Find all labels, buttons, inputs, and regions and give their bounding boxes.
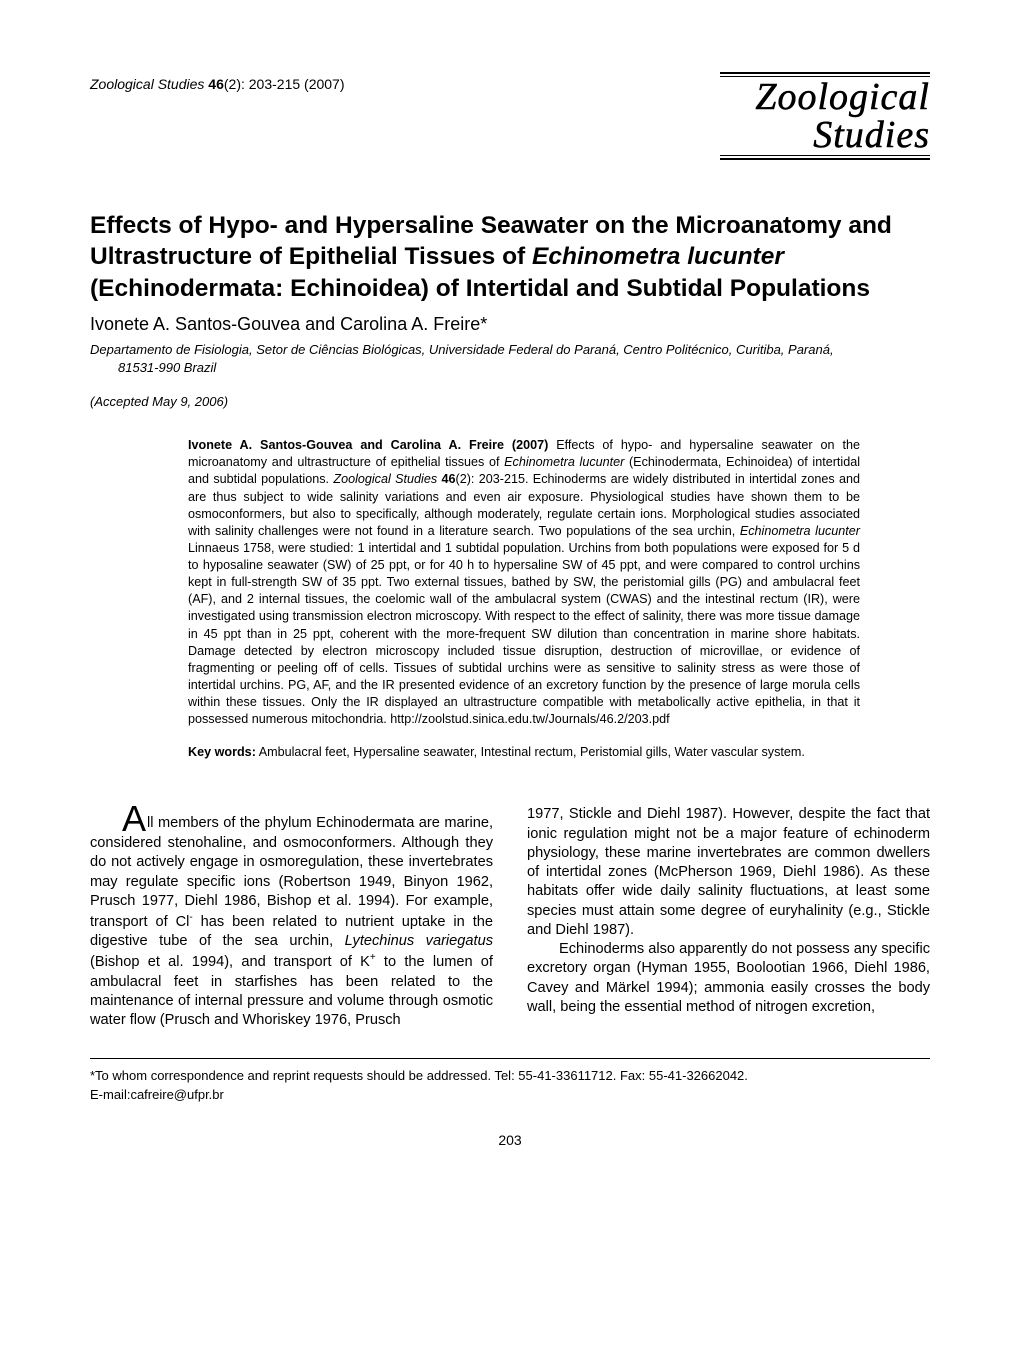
affiliation-line2: 81531-990 Brazil: [118, 359, 930, 377]
title-species: Echinometra lucunter: [532, 243, 784, 270]
keywords: Key words: Ambulacral feet, Hypersaline …: [188, 744, 860, 761]
abstract-seg: Linnaeus 1758, were studied: 1 intertida…: [188, 541, 860, 726]
species-name: Lytechinus variegatus: [345, 933, 493, 949]
article-title: Effects of Hypo- and Hypersaline Seawate…: [90, 210, 930, 304]
abstract-vol: 46: [437, 472, 455, 486]
footer-rule: [90, 1058, 930, 1059]
body-text: 1977, Stickle and Diehl 1987). However, …: [527, 806, 930, 938]
abstract-journal: Zoological Studies: [333, 472, 437, 486]
title-post: (Echinodermata: Echinoidea) of Intertida…: [90, 275, 870, 302]
authors: Ivonete A. Santos-Gouvea and Carolina A.…: [90, 314, 930, 335]
page-number: 203: [90, 1132, 930, 1148]
abstract-species: Echinometra lucunter: [504, 455, 624, 469]
body-paragraph: 1977, Stickle and Diehl 1987). However, …: [527, 805, 930, 940]
abstract: Ivonete A. Santos-Gouvea and Carolina A.…: [188, 437, 860, 728]
correspondence-line2: E-mail:cafreire@ufpr.br: [90, 1087, 224, 1102]
page-header: Zoological Studies 46(2): 203-215 (2007)…: [90, 70, 930, 162]
affiliation: Departamento de Fisiologia, Setor de Ciê…: [90, 341, 930, 376]
logo-rule: [720, 72, 930, 74]
body-text: Echinoderms also apparently do not posse…: [527, 941, 930, 1015]
keywords-text: Ambulacral feet, Hypersaline seawater, I…: [256, 745, 805, 759]
body-text: (Bishop et al. 1994), and transport of K: [90, 954, 370, 970]
body-paragraph: All members of the phylum Echinodermata …: [90, 805, 493, 1030]
correspondence-line1: *To whom correspondence and reprint requ…: [90, 1068, 748, 1083]
affiliation-line1: Departamento de Fisiologia, Setor de Ciê…: [90, 342, 834, 357]
journal-name: Zoological Studies: [90, 76, 204, 92]
body-columns: All members of the phylum Echinodermata …: [90, 805, 930, 1030]
footer: *To whom correspondence and reprint requ…: [90, 1058, 930, 1103]
column-right: 1977, Stickle and Diehl 1987). However, …: [527, 805, 930, 1030]
journal-issue-pages: (2): 203-215 (2007): [224, 76, 345, 92]
body-text: ll members of the phylum Echinodermata a…: [90, 815, 493, 930]
journal-citation: Zoological Studies 46(2): 203-215 (2007): [90, 70, 345, 92]
journal-logo: Zoological Studies: [720, 70, 930, 162]
abstract-head: Ivonete A. Santos-Gouvea and Carolina A.…: [188, 438, 548, 452]
body-paragraph: Echinoderms also apparently do not posse…: [527, 940, 930, 1017]
journal-volume: 46: [208, 76, 224, 92]
logo-word-bottom: Studies: [720, 116, 930, 154]
dropcap: A: [122, 798, 147, 839]
keywords-label: Key words:: [188, 745, 256, 759]
correspondence: *To whom correspondence and reprint requ…: [90, 1067, 930, 1103]
abstract-species: Echinometra lucunter: [740, 524, 860, 538]
column-left: All members of the phylum Echinodermata …: [90, 805, 493, 1030]
logo-word-top: Zoological: [720, 78, 930, 116]
accepted-date: (Accepted May 9, 2006): [90, 394, 930, 409]
logo-rule: [720, 158, 930, 160]
